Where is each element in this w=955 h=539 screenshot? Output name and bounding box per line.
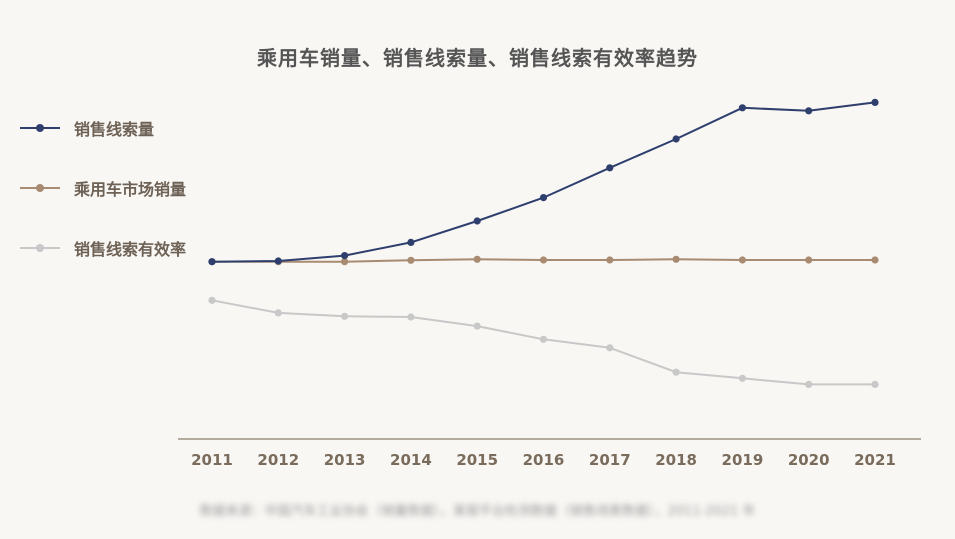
legend-item-leads: 销售线索量 [20, 116, 186, 140]
x-tick-label-2014: 2014 [390, 451, 432, 469]
x-tick-label-2020: 2020 [788, 451, 830, 469]
x-tick-labels: 2011 2012 2013 2014 2015 2016 2017 2018 2019 2020… [191, 451, 896, 469]
legend-label-lead-efficiency: 销售线索有效率 [74, 240, 187, 259]
x-tick-label-2017: 2017 [589, 451, 631, 469]
chart-title: 乘用车销量、销售线索量、销售线索有效率趋势 [257, 46, 698, 70]
legend-dot-lead-efficiency [36, 244, 44, 252]
data-point-market-sales-2013 [341, 258, 349, 266]
series-leads [208, 98, 879, 266]
chart-legend: 销售线索量 乘用车市场销量 销售线索有效率 [20, 116, 186, 296]
data-point-market-sales-2014 [407, 256, 415, 264]
legend-dot-market-sales [36, 184, 44, 192]
data-point-market-sales-2019 [738, 256, 747, 264]
x-tick-label-2011: 2011 [191, 451, 233, 469]
data-point-leads-2014 [407, 238, 415, 246]
x-tick-label-2019: 2019 [722, 451, 764, 469]
data-point-lead-efficiency-2015 [473, 322, 481, 330]
data-point-leads-2018 [672, 135, 680, 143]
data-point-market-sales-2016 [539, 256, 548, 264]
data-point-leads-2021 [871, 98, 879, 106]
data-point-lead-efficiency-2017 [606, 344, 614, 352]
series-market-sales [208, 255, 879, 266]
data-point-leads-2011 [208, 258, 216, 266]
data-point-lead-efficiency-2019 [738, 374, 747, 382]
data-point-market-sales-2015 [473, 255, 481, 263]
x-tick-label-2015: 2015 [456, 451, 498, 469]
data-point-lead-efficiency-2018 [672, 368, 680, 376]
legend-label-leads: 销售线索量 [74, 120, 155, 139]
legend-swatch-leads [20, 116, 60, 140]
legend-swatch-market-sales [20, 176, 60, 200]
source-note: 数据来源：中国汽车工业协会（销量数据），某报平台检测数据（销售线索数据），201… [199, 504, 756, 519]
data-point-lead-efficiency-2020 [805, 380, 813, 388]
x-tick-label-2016: 2016 [523, 451, 565, 469]
series-lead-efficiency [208, 296, 879, 388]
data-point-lead-efficiency-2021 [871, 380, 879, 388]
data-point-market-sales-2017 [606, 256, 614, 264]
data-point-lead-efficiency-2013 [341, 312, 349, 320]
x-tick-label-2018: 2018 [655, 451, 697, 469]
legend-item-market-sales: 乘用车市场销量 [20, 176, 186, 200]
data-point-leads-2017 [606, 164, 614, 172]
legend-dot-leads [36, 124, 44, 132]
data-point-lead-efficiency-2012 [274, 309, 282, 317]
data-point-leads-2015 [473, 217, 481, 225]
data-point-market-sales-2020 [805, 256, 813, 264]
series-layer [208, 98, 879, 388]
data-point-leads-2016 [539, 194, 548, 202]
data-point-leads-2012 [274, 257, 282, 265]
x-tick-label-2012: 2012 [257, 451, 299, 469]
legend-label-market-sales: 乘用车市场销量 [74, 180, 187, 199]
data-point-lead-efficiency-2014 [407, 313, 415, 321]
data-point-leads-2020 [805, 107, 813, 115]
legend-swatch-lead-efficiency [20, 236, 60, 260]
legend-item-lead-efficiency: 销售线索有效率 [20, 236, 186, 260]
series-line-leads [211, 101, 876, 263]
data-point-market-sales-2021 [871, 256, 879, 264]
data-point-leads-2013 [341, 252, 349, 260]
x-tick-label-2021: 2021 [854, 451, 896, 469]
data-point-market-sales-2018 [672, 255, 680, 263]
data-point-lead-efficiency-2011 [208, 296, 216, 304]
data-point-leads-2019 [738, 104, 747, 112]
data-point-lead-efficiency-2016 [539, 335, 548, 343]
x-tick-label-2013: 2013 [324, 451, 366, 469]
